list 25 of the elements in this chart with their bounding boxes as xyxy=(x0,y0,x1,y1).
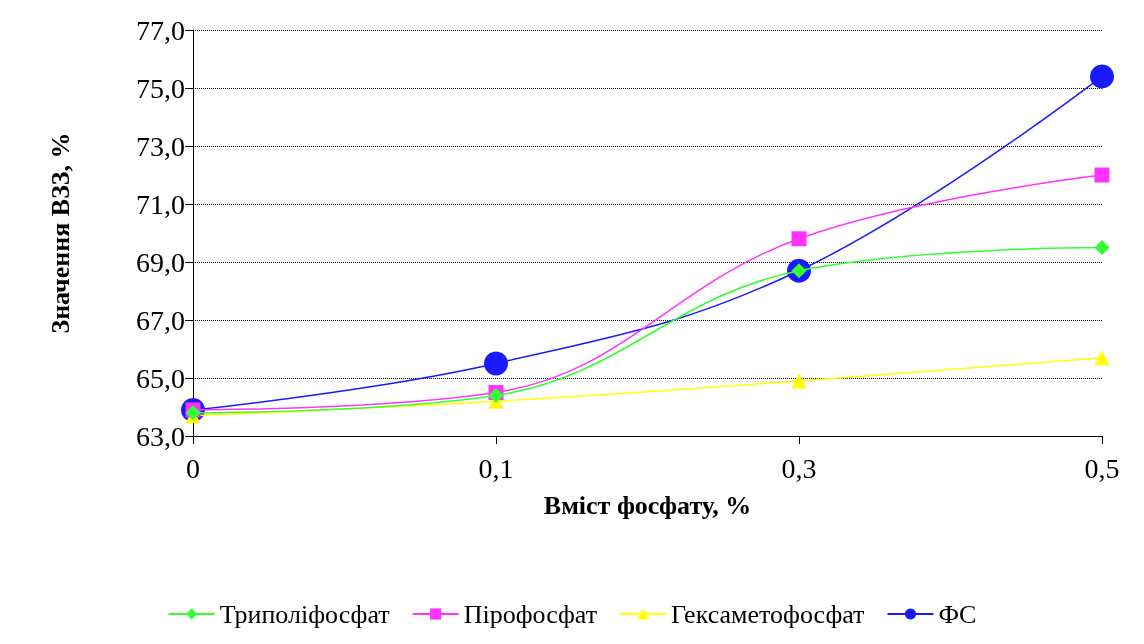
y-tick-label: 71,0 xyxy=(136,188,185,220)
y-tick-label: 67,0 xyxy=(136,304,185,336)
point xyxy=(1094,167,1110,183)
y-tick-label: 75,0 xyxy=(136,72,185,104)
y-axis-title: Значення ВЗЗ, % xyxy=(45,132,75,334)
legend-label: Гексаметофосфат xyxy=(671,599,865,629)
x-tick-label: 0 xyxy=(186,452,200,484)
legend-label: ФС xyxy=(938,599,977,629)
y-tick-label: 65,0 xyxy=(136,362,185,394)
legend-label: Пірофосфат xyxy=(463,599,598,629)
x-tick-label: 0,1 xyxy=(478,452,514,484)
point xyxy=(791,373,807,389)
y-tick-label: 77,0 xyxy=(136,14,185,46)
point xyxy=(1094,240,1110,255)
y-tick-label: 69,0 xyxy=(136,246,185,278)
point xyxy=(791,231,807,247)
point xyxy=(1090,64,1114,89)
y-tick-label: 73,0 xyxy=(136,130,185,162)
legend-label: Триполіфосфат xyxy=(219,599,390,629)
point xyxy=(484,351,508,376)
x-axis-title: Вміст фосфату, % xyxy=(543,490,752,520)
y-tick-label: 63,0 xyxy=(136,420,185,452)
x-tick-label: 0,3 xyxy=(781,452,817,484)
x-tick-label: 0,5 xyxy=(1084,452,1120,484)
point xyxy=(1094,350,1110,366)
